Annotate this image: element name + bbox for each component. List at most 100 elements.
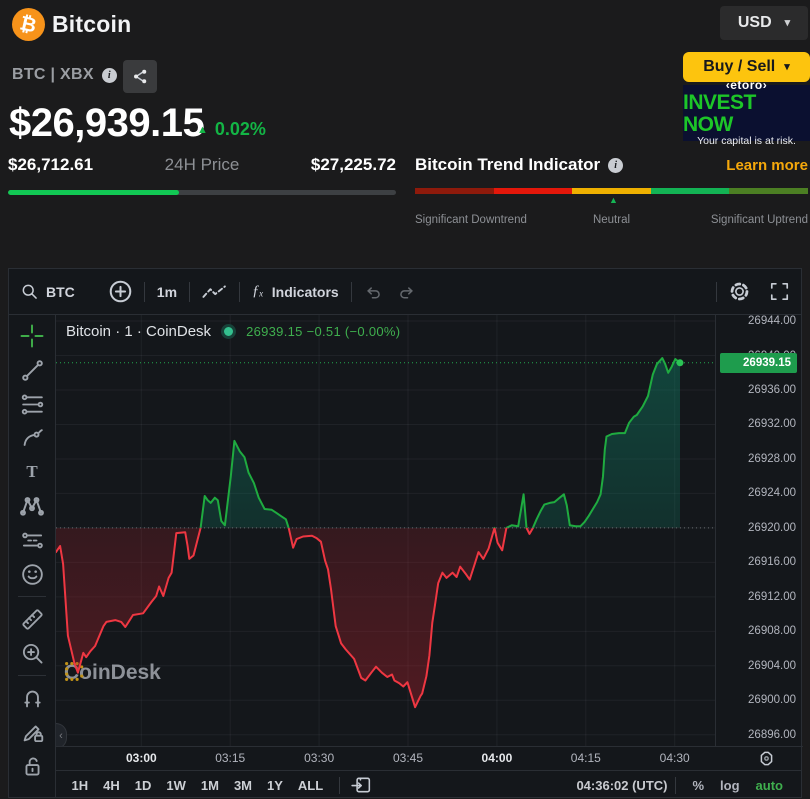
chart-style-button[interactable]: [202, 283, 227, 301]
share-button[interactable]: [123, 60, 157, 93]
price-axis[interactable]: 26939.15 26944.0026940.0026936.0026932.0…: [715, 315, 803, 746]
ruler-icon: [21, 608, 43, 630]
undo-button[interactable]: [364, 284, 382, 300]
unlocked-padlock-icon: [25, 757, 39, 775]
ad-headline: INVEST NOW: [683, 90, 756, 136]
price-axis-label: 26908.00: [748, 625, 796, 638]
zoom-in-tool[interactable]: [15, 636, 49, 670]
text-tool[interactable]: T: [15, 455, 49, 489]
measure-tool[interactable]: [15, 602, 49, 636]
interval-label: 1m: [156, 283, 178, 300]
symbol-label: BTC: [46, 283, 75, 300]
fullscreen-button[interactable]: [770, 282, 789, 301]
compare-add-button[interactable]: [109, 280, 132, 303]
fib-retracement-tool[interactable]: [15, 387, 49, 421]
range-button-1M[interactable]: 1M: [193, 778, 226, 793]
pencil-lock-icon: [23, 725, 43, 742]
indicators-button[interactable]: ƒₓ Indicators: [252, 283, 339, 300]
drawing-mode-lock-tool[interactable]: [15, 715, 49, 749]
price-axis-label: 26936.00: [748, 383, 796, 396]
range-button-3M[interactable]: 3M: [226, 778, 259, 793]
trend-segment: [415, 188, 494, 194]
interval-button[interactable]: 1m: [157, 284, 177, 300]
time-axis-label: 04:15: [570, 751, 601, 765]
crosshair-tool[interactable]: [15, 319, 49, 353]
trend-segment: [650, 188, 730, 194]
auto-scale-toggle[interactable]: auto: [755, 777, 783, 793]
price-axis-label: 26916.00: [748, 556, 796, 569]
undo-icon: [367, 286, 380, 299]
lock-all-drawings-tool[interactable]: [15, 749, 49, 783]
chart-legend: Bitcoin · 1 · CoinDesk 26939.15 −0.51 (−…: [66, 323, 400, 340]
range-button-4H[interactable]: 4H: [96, 778, 128, 793]
plot-area[interactable]: CoinDesk Bitcoin · 1 · CoinDesk 26939.15…: [56, 315, 715, 746]
fib-retracement-icon: [21, 394, 43, 414]
trend-line-tool[interactable]: [15, 353, 49, 387]
info-icon[interactable]: i: [101, 67, 117, 83]
chart-settings-button[interactable]: [729, 281, 750, 302]
buy-sell-button[interactable]: Buy / Sell ▾: [683, 52, 810, 82]
price-axis-label: 26944.00: [748, 315, 796, 328]
etoro-ad-banner[interactable]: ‹etoro› INVEST NOW Your capital is at ri…: [683, 79, 810, 146]
currency-selector[interactable]: USD ▾: [720, 6, 808, 40]
pair-label: BTC | XBX: [12, 66, 94, 83]
plus-circle-icon: [109, 280, 132, 303]
trend-label-uptrend: Significant Uptrend: [710, 214, 808, 226]
fx-icon: ƒₓ: [252, 283, 264, 299]
pattern-tool[interactable]: [15, 489, 49, 523]
range-button-ALL[interactable]: ALL: [290, 778, 330, 793]
trend-gauge-bar: [415, 188, 808, 194]
magnet-tool[interactable]: [15, 681, 49, 715]
range-button-1D[interactable]: 1D: [127, 778, 159, 793]
buy-sell-label: Buy / Sell: [703, 58, 776, 75]
range-button-1H[interactable]: 1H: [64, 778, 96, 793]
redo-button[interactable]: [398, 284, 416, 300]
trend-segment: [493, 188, 573, 194]
learn-more-link[interactable]: Learn more: [726, 156, 808, 174]
time-axis-label: 03:00: [125, 751, 157, 765]
legend-values: 26939.15 −0.51 (−0.00%): [246, 324, 401, 339]
bitcoin-glyph: ₿: [17, 10, 40, 38]
go-to-date-button[interactable]: [348, 773, 374, 797]
currency-value: USD: [737, 14, 772, 31]
price-axis-label: 26928.00: [748, 452, 796, 465]
range-low: $26,712.61: [8, 155, 94, 174]
range-24h-block: $26,712.61 24H Price $27,225.72: [8, 155, 396, 195]
chevron-down-icon: ▾: [784, 60, 790, 73]
toolbar-collapse-handle[interactable]: ‹: [56, 723, 67, 746]
chart-toolbar: BTC 1m ƒₓ Indicators: [9, 269, 801, 315]
search-icon: [22, 284, 37, 299]
range-button-1W[interactable]: 1W: [159, 778, 194, 793]
page-title: Bitcoin: [52, 11, 132, 37]
time-axis-settings-button[interactable]: [758, 750, 775, 772]
go-to-date-icon: [351, 777, 370, 793]
time-axis[interactable]: 03:00 03:15 03:30 03:45 04:00 04:15 04:30: [56, 746, 803, 770]
xabcd-pattern-icon: [20, 497, 44, 516]
time-axis-label: 04:00: [481, 751, 513, 765]
range-button-1Y[interactable]: 1Y: [260, 778, 291, 793]
coindesk-watermark: CoinDesk: [64, 661, 161, 685]
time-axis-label: 03:15: [215, 751, 246, 765]
symbol-search-button[interactable]: BTC: [21, 283, 75, 300]
time-axis-label: 03:30: [304, 751, 335, 765]
range-label: 24H Price: [164, 155, 240, 174]
time-axis-label: 03:45: [393, 751, 424, 765]
percent-scale-toggle[interactable]: %: [692, 777, 705, 793]
brush-tool[interactable]: [15, 421, 49, 455]
price-axis-label: 26900.00: [748, 694, 796, 707]
redo-icon: [399, 286, 413, 299]
bitcoin-logo-icon: ₿: [12, 8, 45, 41]
info-icon[interactable]: i: [608, 157, 624, 173]
brush-icon: [23, 428, 43, 446]
current-price: $26,939.15: [9, 101, 205, 145]
range-high: $27,225.72: [310, 155, 396, 174]
axis-settings-icon: [760, 751, 773, 766]
emoji-tool[interactable]: [15, 557, 49, 591]
clock-display[interactable]: 04:36:02 (UTC): [576, 777, 668, 793]
fullscreen-icon: [770, 282, 789, 301]
price-axis-label: 26904.00: [748, 659, 796, 672]
trend-segment: [729, 188, 808, 194]
forecast-tool[interactable]: [15, 523, 49, 557]
log-scale-toggle[interactable]: log: [720, 777, 740, 793]
trend-title: Bitcoin Trend Indicator: [415, 155, 601, 174]
